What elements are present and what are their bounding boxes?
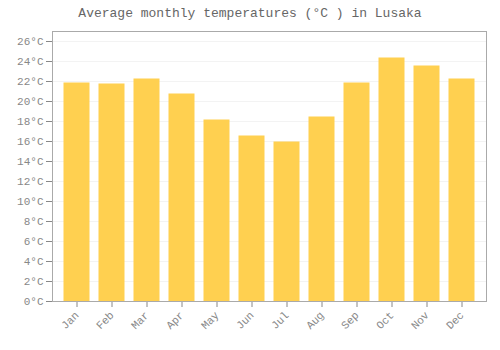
- svg-text:Nov: Nov: [409, 309, 432, 332]
- svg-text:Jan: Jan: [59, 309, 81, 331]
- svg-text:Feb: Feb: [94, 309, 116, 331]
- svg-text:22°C: 22°C: [17, 76, 44, 88]
- svg-text:20°C: 20°C: [17, 96, 44, 108]
- svg-text:10°C: 10°C: [17, 196, 44, 208]
- svg-text:Aug: Aug: [304, 309, 326, 331]
- svg-text:Jun: Jun: [234, 309, 256, 331]
- svg-text:May: May: [199, 309, 222, 332]
- svg-text:24°C: 24°C: [17, 56, 44, 68]
- svg-text:Oct: Oct: [374, 309, 396, 331]
- svg-text:2°C: 2°C: [24, 276, 44, 288]
- svg-text:8°C: 8°C: [24, 216, 44, 228]
- html-text:Average monthly temperatures (: Average monthly temperatures (°C ) in Lu…: [78, 6, 422, 21]
- svg-text:Mar: Mar: [129, 309, 151, 331]
- svg-text:18°C: 18°C: [17, 116, 44, 128]
- svg-text:6°C: 6°C: [24, 236, 44, 248]
- svg-text:4°C: 4°C: [24, 256, 44, 268]
- svg-text:0°C: 0°C: [24, 296, 44, 308]
- svg-text:12°C: 12°C: [17, 176, 44, 188]
- svg-text:26°C: 26°C: [17, 36, 44, 48]
- svg-text:Dec: Dec: [444, 309, 466, 331]
- svg-text:Jul: Jul: [269, 309, 291, 331]
- svg-text:16°C: 16°C: [17, 136, 44, 148]
- svg-text:Sep: Sep: [339, 309, 361, 331]
- svg-text:14°C: 14°C: [17, 156, 44, 168]
- svg-text:Apr: Apr: [164, 309, 186, 331]
